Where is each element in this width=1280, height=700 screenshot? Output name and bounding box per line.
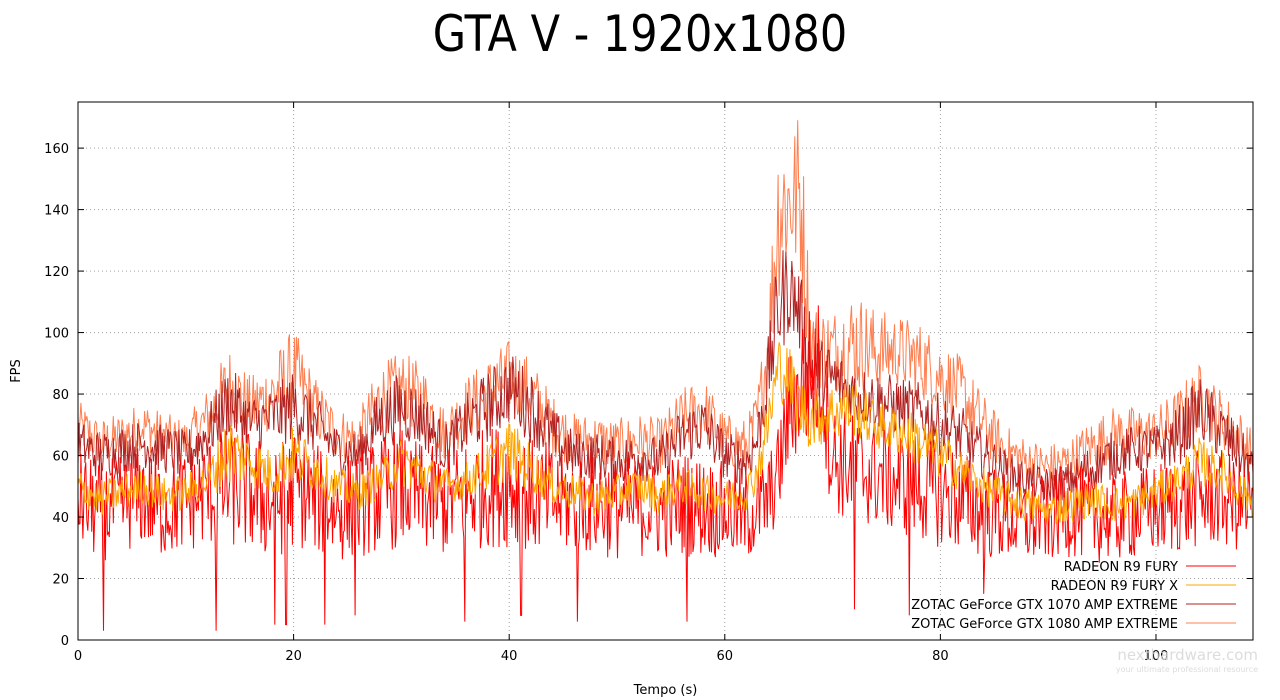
series-layer	[77, 120, 1254, 631]
axis-ticks: 0 20 40 60 80 100 0 20 40 60 80 100 120 140 160	[44, 102, 1253, 664]
x-tick-label: 60	[717, 649, 734, 664]
series-line	[77, 342, 1254, 525]
y-tick-label: 60	[52, 450, 69, 465]
legend-label: RADEON R9 FURY	[1064, 560, 1178, 575]
x-tick-label: 80	[932, 649, 949, 664]
watermark-logo: nexthardware.com your ultimate professio…	[1116, 646, 1258, 674]
legend-label: RADEON R9 FURY X	[1051, 579, 1178, 594]
y-tick-label: 120	[44, 265, 69, 280]
legend-label: ZOTAC GeForce GTX 1080 AMP EXTREME	[911, 617, 1178, 632]
watermark-tagline: your ultimate professional resource	[1116, 665, 1258, 674]
y-tick-label: 100	[44, 327, 69, 342]
x-tick-label: 0	[74, 649, 82, 664]
plot-frame	[77, 101, 1254, 641]
legend-label: ZOTAC GeForce GTX 1070 AMP EXTREME	[911, 598, 1178, 613]
y-tick-label: 160	[44, 142, 69, 157]
x-tick-label: 20	[285, 649, 302, 664]
series-line	[77, 120, 1254, 489]
series-line	[77, 250, 1254, 502]
watermark-brand: nexthardware.com	[1117, 646, 1258, 664]
y-tick-label: 20	[52, 573, 69, 588]
y-tick-label: 140	[44, 204, 69, 219]
x-axis-label: Tempo (s)	[633, 683, 698, 698]
chart-title: GTA V - 1920x1080	[432, 5, 848, 63]
y-axis-label: FPS	[9, 359, 24, 383]
x-tick-label: 100	[1144, 649, 1169, 664]
x-tick-label: 40	[501, 649, 518, 664]
series-line	[77, 305, 1254, 631]
y-tick-label: 40	[52, 511, 69, 526]
y-tick-label: 80	[52, 388, 69, 403]
legend: RADEON R9 FURY RADEON R9 FURY X ZOTAC GeFo…	[911, 560, 1236, 632]
y-tick-label: 0	[61, 634, 69, 649]
